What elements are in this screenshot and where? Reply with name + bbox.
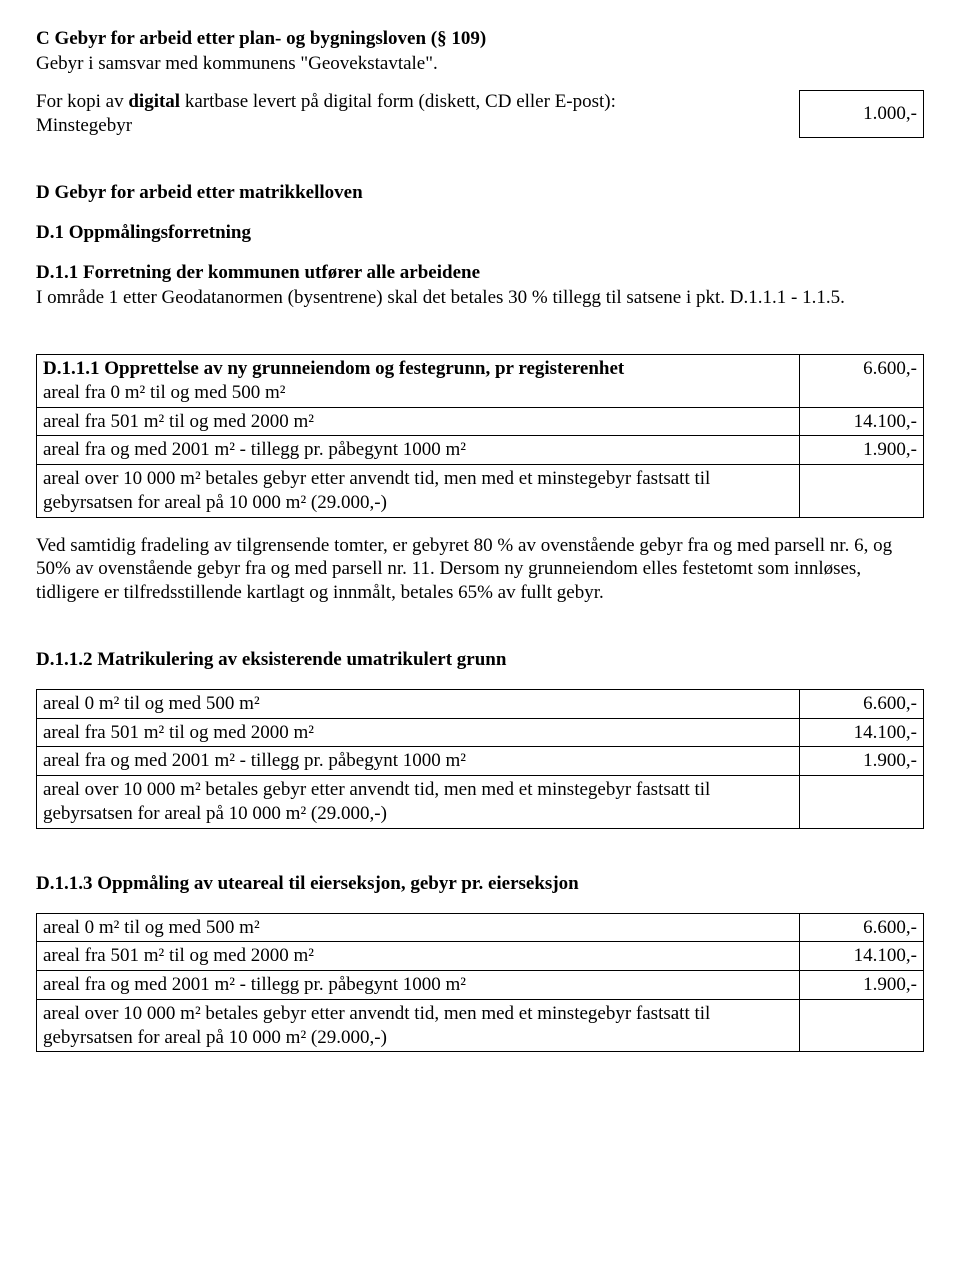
- section-d113-heading: D.1.1.3 Oppmåling av uteareal til eierse…: [36, 873, 924, 895]
- section-c-row-prefix: For kopi av: [36, 91, 128, 112]
- section-c-row-line2: Minstegebyr: [36, 115, 132, 136]
- table-cell-desc: areal fra og med 2001 m² - tillegg pr. p…: [37, 971, 800, 1000]
- table-cell-val: 14.100,-: [799, 407, 923, 436]
- table-row: areal fra 501 m² til og med 2000 m² 14.1…: [37, 718, 924, 747]
- section-c-row-value: 1.000,-: [799, 90, 923, 138]
- table-cell-val: 6.600,-: [799, 913, 923, 942]
- section-d11-heading: D.1.1 Forretning der kommunen utfører al…: [36, 262, 924, 284]
- table-d112: areal 0 m² til og med 500 m² 6.600,- are…: [36, 689, 924, 829]
- section-c-subtitle: Gebyr i samsvar med kommunens "Geoveksta…: [36, 52, 924, 76]
- table-cell-val: [799, 465, 923, 518]
- table-cell-desc: areal 0 m² til og med 500 m²: [37, 689, 800, 718]
- table-cell-desc: areal fra 501 m² til og med 2000 m²: [37, 718, 800, 747]
- table-row: areal fra 501 m² til og med 2000 m² 14.1…: [37, 942, 924, 971]
- table-d113: areal 0 m² til og med 500 m² 6.600,- are…: [36, 913, 924, 1053]
- table-row: areal fra og med 2001 m² - tillegg pr. p…: [37, 971, 924, 1000]
- table-cell-val: 1.900,-: [799, 971, 923, 1000]
- section-c-row-suffix: kartbase levert på digital form (diskett…: [180, 91, 616, 112]
- section-d11-para: I område 1 etter Geodatanormen (bysentre…: [36, 286, 924, 310]
- table-cell-desc: areal fra 0 m² til og med 500 m²: [43, 382, 286, 403]
- section-d-heading: D Gebyr for arbeid etter matrikkelloven: [36, 182, 924, 204]
- table-row: areal 0 m² til og med 500 m² 6.600,-: [37, 913, 924, 942]
- table-cell-desc: areal 0 m² til og med 500 m²: [37, 913, 800, 942]
- section-c-heading: C Gebyr for arbeid etter plan- og bygnin…: [36, 28, 924, 50]
- table-cell-desc: areal fra 501 m² til og med 2000 m²: [37, 942, 800, 971]
- table-cell-val: 6.600,-: [799, 689, 923, 718]
- table-cell-val: 14.100,-: [799, 718, 923, 747]
- table-cell-desc: areal fra 501 m² til og med 2000 m²: [37, 407, 800, 436]
- table-cell-val: 1.900,-: [799, 747, 923, 776]
- section-d1-heading: D.1 Oppmålingsforretning: [36, 222, 924, 244]
- table-cell-val: 1.900,-: [799, 436, 923, 465]
- table-row: areal over 10 000 m² betales gebyr etter…: [37, 999, 924, 1052]
- table-row: areal 0 m² til og med 500 m² 6.600,-: [37, 689, 924, 718]
- table-row: areal fra og med 2001 m² - tillegg pr. p…: [37, 436, 924, 465]
- table-cell-desc: areal over 10 000 m² betales gebyr etter…: [37, 776, 800, 829]
- table-cell-val: 14.100,-: [799, 942, 923, 971]
- table-row: areal fra 501 m² til og med 2000 m² 14.1…: [37, 407, 924, 436]
- table-d111-heading: D.1.1.1 Opprettelse av ny grunneiendom o…: [43, 358, 624, 379]
- table-row: D.1.1.1 Opprettelse av ny grunneiendom o…: [37, 355, 924, 408]
- section-d112-heading: D.1.1.2 Matrikulering av eksisterende um…: [36, 649, 924, 671]
- section-c-row-text: For kopi av digital kartbase levert på d…: [36, 90, 799, 138]
- table-d111: D.1.1.1 Opprettelse av ny grunneiendom o…: [36, 354, 924, 518]
- table-cell-desc: areal over 10 000 m² betales gebyr etter…: [37, 999, 800, 1052]
- section-c-row: For kopi av digital kartbase levert på d…: [36, 90, 924, 139]
- table-row: areal fra og med 2001 m² - tillegg pr. p…: [37, 747, 924, 776]
- table-row: areal over 10 000 m² betales gebyr etter…: [37, 776, 924, 829]
- table-cell-val: [799, 999, 923, 1052]
- table-cell-desc: areal over 10 000 m² betales gebyr etter…: [37, 465, 800, 518]
- d111-note: Ved samtidig fradeling av tilgrensende t…: [36, 534, 924, 605]
- section-c-row-bold: digital: [128, 91, 180, 112]
- table-row: areal over 10 000 m² betales gebyr etter…: [37, 465, 924, 518]
- table-cell-val: [799, 776, 923, 829]
- table-cell-val: 6.600,-: [799, 355, 923, 408]
- table-cell-desc: areal fra og med 2001 m² - tillegg pr. p…: [37, 436, 800, 465]
- table-d111-heading-cell: D.1.1.1 Opprettelse av ny grunneiendom o…: [37, 355, 800, 408]
- table-cell-desc: areal fra og med 2001 m² - tillegg pr. p…: [37, 747, 800, 776]
